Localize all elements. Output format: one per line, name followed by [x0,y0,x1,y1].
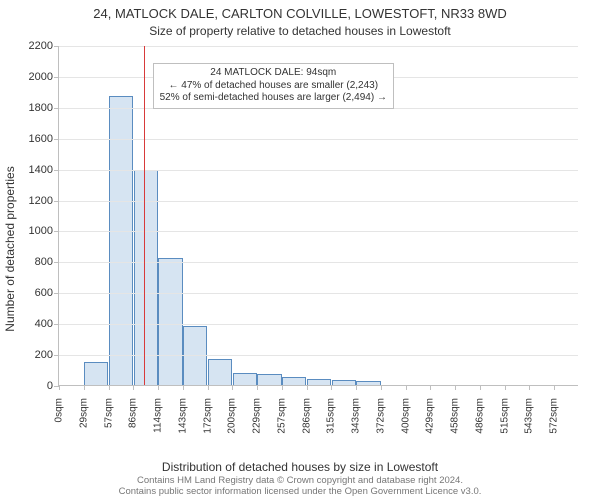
x-tick-mark [158,385,159,390]
x-tick-label: 29sqm [78,392,89,428]
footer-line-2: Contains public sector information licen… [0,487,600,498]
x-tick-mark [257,385,258,390]
x-tick-label: 172sqm [202,392,213,434]
annotation-line: ← 47% of detached houses are smaller (2,… [160,80,387,93]
x-tick-mark [307,385,308,390]
gridline [59,355,578,356]
y-tick-label: 200 [35,349,59,361]
x-tick-label: 200sqm [227,392,238,434]
x-tick-mark [480,385,481,390]
x-tick-mark [208,385,209,390]
x-tick-label: 543sqm [524,392,535,434]
gridline [59,262,578,263]
x-tick-mark [406,385,407,390]
chart-container: 24, MATLOCK DALE, CARLTON COLVILLE, LOWE… [0,0,600,500]
x-tick-label: 257sqm [276,392,287,434]
x-tick-label: 486sqm [474,392,485,434]
x-tick-mark [554,385,555,390]
x-tick-mark [430,385,431,390]
gridline [59,170,578,171]
footer-attribution: Contains HM Land Registry data © Crown c… [0,476,600,498]
reference-line [144,46,145,385]
y-tick-label: 1000 [29,225,59,237]
histogram-bar [158,258,182,385]
y-tick-label: 600 [35,287,59,299]
x-tick-label: 429sqm [425,392,436,434]
x-tick-mark [381,385,382,390]
x-tick-label: 229sqm [252,392,263,434]
x-tick-label: 86sqm [128,392,139,428]
x-tick-mark [505,385,506,390]
histogram-bar [84,362,108,385]
x-tick-label: 143sqm [177,392,188,434]
x-tick-mark [356,385,357,390]
x-tick-label: 114sqm [153,392,164,433]
x-tick-label: 315sqm [326,392,337,434]
x-tick-label: 286sqm [301,392,312,434]
x-tick-mark [282,385,283,390]
x-tick-label: 0sqm [54,392,65,422]
x-tick-mark [232,385,233,390]
x-tick-mark [109,385,110,390]
x-tick-mark [529,385,530,390]
title-main: 24, MATLOCK DALE, CARLTON COLVILLE, LOWE… [0,6,600,21]
y-tick-label: 1400 [29,164,59,176]
x-tick-label: 572sqm [549,392,560,434]
x-axis-label: Distribution of detached houses by size … [0,460,600,474]
histogram-bar [307,379,331,385]
x-tick-mark [183,385,184,390]
gridline [59,201,578,202]
x-tick-mark [133,385,134,390]
y-tick-label: 2200 [29,40,59,52]
x-tick-label: 343sqm [351,392,362,434]
x-tick-mark [331,385,332,390]
y-tick-label: 800 [35,256,59,268]
histogram-bar [233,373,257,385]
histogram-bar [208,359,232,385]
x-tick-label: 515sqm [499,392,510,434]
histogram-bar [282,377,306,385]
gridline [59,324,578,325]
histogram-bar [332,380,356,385]
histogram-bar [134,170,158,385]
x-tick-mark [59,385,60,390]
y-axis-label: Number of detached properties [3,164,17,334]
gridline [59,293,578,294]
y-tick-label: 1800 [29,102,59,114]
plot-area: 0200400600800100012001400160018002000220… [58,46,578,386]
annotation-line: 52% of semi-detached houses are larger (… [160,92,387,105]
histogram-bar [356,381,380,385]
x-tick-mark [84,385,85,390]
x-tick-label: 372sqm [375,392,386,434]
x-tick-label: 57sqm [103,392,114,428]
y-tick-label: 1200 [29,195,59,207]
gridline [59,46,578,47]
x-tick-mark [455,385,456,390]
y-tick-label: 0 [47,380,59,392]
title-sub: Size of property relative to detached ho… [0,24,600,38]
annotation-line: 24 MATLOCK DALE: 94sqm [160,67,387,80]
y-tick-label: 1600 [29,133,59,145]
x-tick-label: 400sqm [400,392,411,434]
gridline [59,231,578,232]
x-tick-label: 458sqm [450,392,461,434]
histogram-bar [257,374,281,385]
gridline [59,139,578,140]
annotation-box: 24 MATLOCK DALE: 94sqm← 47% of detached … [153,63,394,109]
y-tick-label: 2000 [29,71,59,83]
y-tick-label: 400 [35,318,59,330]
